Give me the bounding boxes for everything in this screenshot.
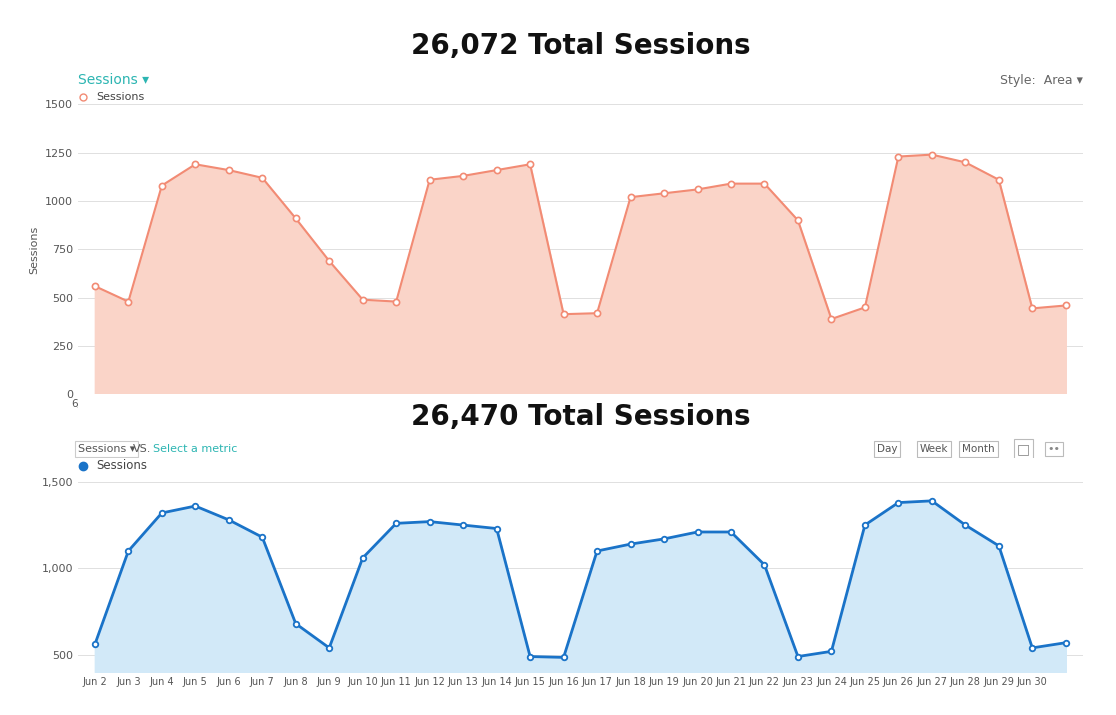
Text: Week: Week [920,444,949,454]
Point [622,192,639,203]
Text: Select a metric: Select a metric [153,444,238,454]
Point [956,157,974,168]
Point [521,651,539,662]
Text: Sessions: Sessions [96,459,147,472]
Point [722,178,740,189]
Point [86,638,104,650]
X-axis label: Session date: Session date [542,416,618,429]
Point [287,213,305,225]
Point [689,184,706,195]
Text: 26,470 Total Sessions: 26,470 Total Sessions [411,403,750,431]
Point [488,164,506,176]
Point [822,313,840,325]
Point [689,526,706,538]
Point [588,546,606,557]
Point [822,646,840,657]
Point [387,518,405,529]
Point [454,170,472,182]
Point [488,523,506,534]
Point [856,302,874,313]
Point [1023,302,1041,314]
Point [119,296,137,307]
Point [756,178,773,189]
Point [923,495,941,506]
Point [588,307,606,319]
Point [320,255,338,267]
Y-axis label: Sessions: Sessions [30,225,39,274]
Point [521,159,539,170]
Point [789,214,807,226]
Point [856,519,874,531]
Text: VS.: VS. [134,444,152,454]
Point [220,514,238,526]
Point [789,651,807,662]
Point [354,552,372,563]
Point [421,516,439,528]
Point [86,280,104,292]
Point [153,180,171,192]
Point [387,296,405,307]
Point [421,174,439,185]
Point [1057,300,1075,311]
Point [722,526,740,538]
Point [320,642,338,654]
Point [220,164,238,176]
Point [956,519,974,531]
Text: Sessions: Sessions [96,92,144,102]
Text: Style:  Area ▾: Style: Area ▾ [1000,74,1083,87]
Point [555,651,573,663]
Point [655,533,673,545]
Point [889,151,907,162]
Text: Month: Month [962,444,994,454]
Point [990,540,1008,551]
Point [622,538,639,550]
Point [889,497,907,508]
Text: Day: Day [877,444,897,454]
Point [186,500,204,512]
Point [923,149,941,160]
Point [253,172,271,184]
Point [253,531,271,543]
Text: 26,072 Total Sessions: 26,072 Total Sessions [411,32,750,60]
Point [1023,642,1041,654]
Point [990,174,1008,185]
Point [354,294,372,305]
Point [119,546,137,557]
Point [454,519,472,531]
Point [756,559,773,571]
Point [655,187,673,199]
Point [153,507,171,518]
Point [555,308,573,320]
Text: Sessions ▾: Sessions ▾ [78,444,135,454]
Text: Sessions ▾: Sessions ▾ [78,74,150,87]
Text: □: □ [1018,442,1030,456]
Point [287,618,305,629]
Text: ••: •• [1047,444,1060,454]
Point [186,159,204,170]
Point [1057,637,1075,649]
